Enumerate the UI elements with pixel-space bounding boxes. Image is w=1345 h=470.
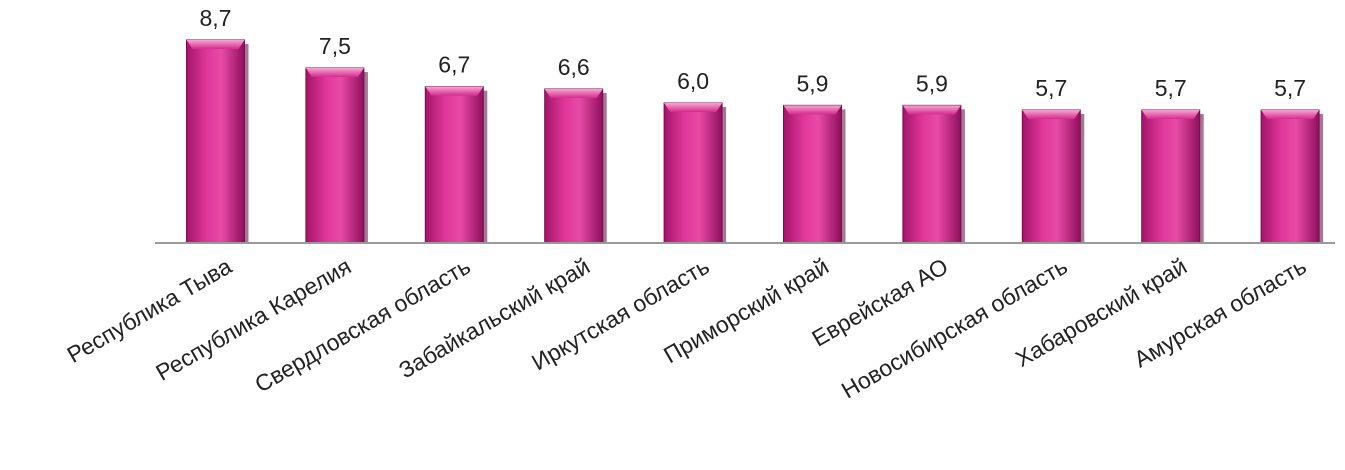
value-label: 5,7 [1274,75,1306,101]
bar [1260,109,1320,244]
category-label: Забайкальский край [394,253,594,383]
bar [544,88,604,244]
category-label: Новосибирская область [837,253,1072,404]
bar-cap [1141,110,1200,119]
value-label: 6,0 [677,68,709,94]
category-label: Республика Карелия [151,253,355,386]
value-label: 6,6 [558,54,590,80]
bar [902,104,962,244]
value-labels-layer: 8,7 7,5 6,7 6,6 6,0 5,9 5,9 5,7 5,7 5,7 [200,5,1307,101]
bar-cap [544,89,603,98]
value-label: 5,7 [1155,75,1187,101]
bar [424,86,484,244]
bar [1141,109,1201,244]
category-label: Свердловская область [250,253,475,398]
bar [663,102,723,244]
value-label: 8,7 [200,5,232,31]
bars-layer [186,39,1324,244]
value-label: 7,5 [319,33,351,59]
bar-cap [902,105,961,115]
bar-cap [425,86,484,96]
bar [186,39,245,244]
value-label: 5,9 [916,70,948,96]
bar [305,67,365,244]
bar-cap [1022,110,1081,119]
value-label: 5,7 [1035,75,1067,101]
bar-cap [186,40,245,49]
bar-cap [1261,110,1320,119]
bar-cap [305,68,364,77]
bar-cap [783,105,842,115]
bar [783,104,842,244]
bar-cap [664,103,723,112]
value-label: 5,9 [797,70,829,96]
bar [1021,109,1081,244]
value-label: 6,7 [438,52,470,78]
